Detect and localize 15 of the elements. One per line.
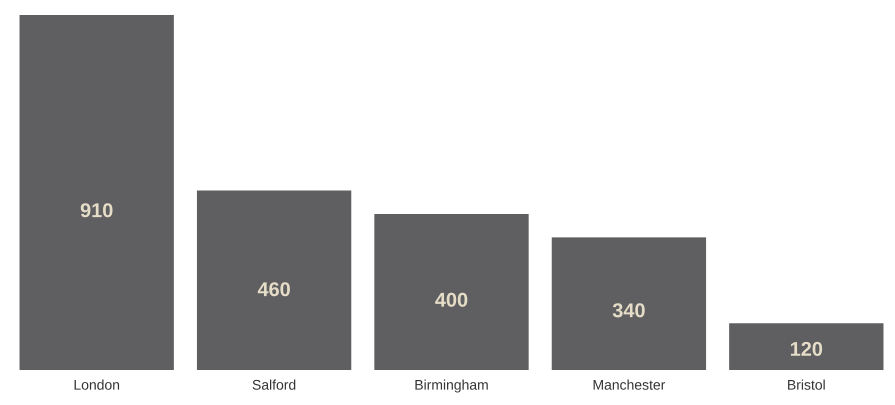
data-label: 340 [612, 303, 645, 318]
data-label: 120 [790, 342, 822, 356]
data-label: 910 [80, 203, 112, 218]
bar [552, 237, 706, 370]
bar [20, 14, 174, 370]
data-label: 400 [435, 292, 468, 307]
bar [196, 190, 352, 370]
bar [729, 323, 884, 370]
bar [374, 214, 529, 370]
x-tick-label: Manchester [594, 380, 666, 390]
x-tick-label: Birmingham [415, 380, 488, 393]
x-tick-label: Bristol [788, 380, 825, 390]
x-tick-label: London [74, 380, 120, 390]
x-tick-label: Salford [252, 380, 296, 390]
data-label: 460 [258, 282, 290, 296]
